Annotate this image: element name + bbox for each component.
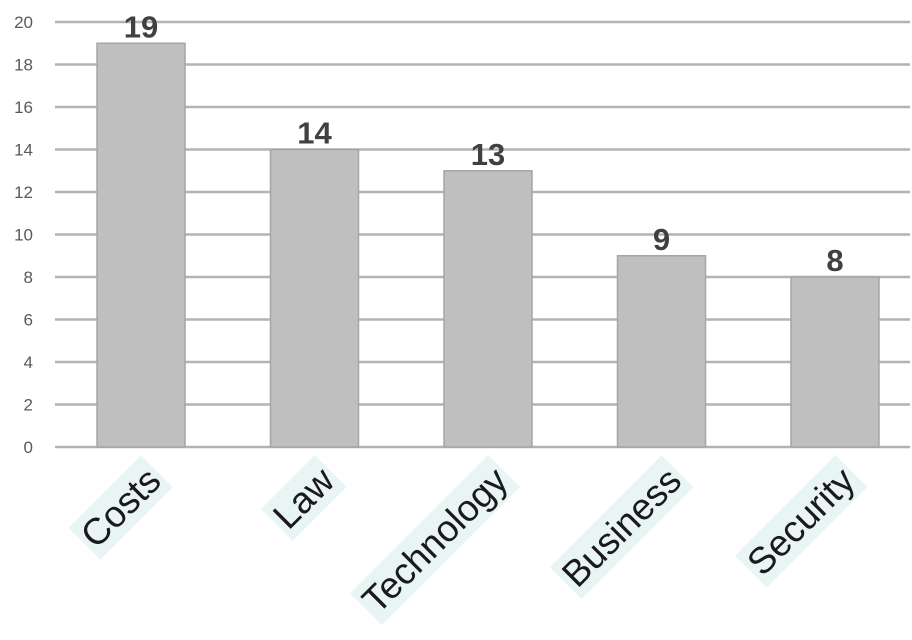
- category-label-text: Security: [739, 459, 863, 583]
- data-label-business: 9: [653, 222, 670, 257]
- category-label-security: Security: [734, 455, 868, 588]
- y-tick-label: 18: [14, 56, 33, 75]
- bar-law: [269, 148, 360, 448]
- data-labels: 19 14 13 9 8: [124, 9, 844, 278]
- category-label-highlight: [260, 455, 347, 541]
- y-axis-tick-labels: 0 2 4 6 8 10 12 14 16 18 20: [14, 13, 33, 457]
- category-label-costs: Costs: [68, 455, 173, 560]
- bar-costs: [96, 42, 186, 448]
- y-tick-label: 20: [14, 13, 33, 32]
- bar-technology: [443, 170, 533, 448]
- category-label-law: Law: [260, 455, 347, 541]
- category-label-highlight: [734, 455, 868, 588]
- bar-business: [616, 255, 707, 448]
- y-tick-label: 4: [24, 353, 33, 372]
- bar-security: [790, 276, 880, 448]
- category-label-text: Law: [265, 459, 342, 536]
- data-label-security: 8: [826, 243, 843, 278]
- category-labels: Costs Law Technology Business Security: [68, 455, 868, 626]
- y-tick-label: 8: [24, 268, 33, 287]
- data-label-law: 14: [297, 116, 332, 151]
- bars: [96, 42, 880, 448]
- category-label-highlight: [549, 455, 694, 600]
- y-tick-label: 12: [14, 183, 33, 202]
- category-label-text: Business: [554, 460, 689, 595]
- category-label-highlight: [68, 455, 173, 560]
- y-tick-label: 14: [14, 141, 33, 160]
- data-label-technology: 13: [471, 137, 505, 172]
- y-tick-label: 0: [24, 438, 33, 457]
- y-tick-label: 6: [24, 311, 33, 330]
- category-label-business: Business: [549, 455, 694, 600]
- y-tick-label: 16: [14, 98, 33, 117]
- category-label-text: Technology: [354, 459, 516, 621]
- y-tick-label: 10: [14, 226, 33, 245]
- category-label-highlight: [350, 455, 521, 626]
- data-label-costs: 19: [124, 9, 158, 44]
- y-tick-label: 2: [24, 396, 33, 415]
- category-label-technology: Technology: [350, 455, 521, 626]
